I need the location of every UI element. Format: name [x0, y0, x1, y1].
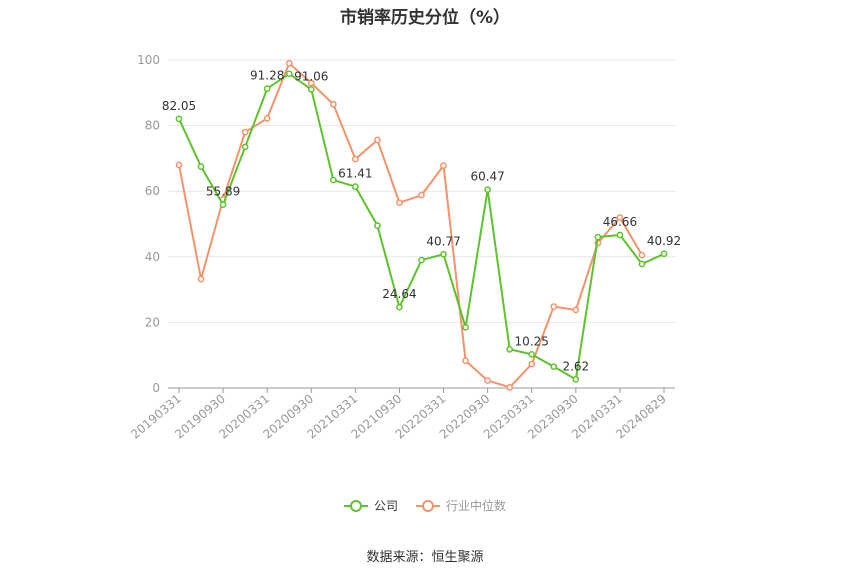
legend-swatch-company — [343, 499, 368, 513]
y-tick-label: 100 — [137, 53, 160, 67]
data-label: 91.28 — [250, 69, 284, 83]
data-point — [616, 231, 624, 239]
data-point — [329, 100, 337, 108]
data-label: 55.89 — [206, 185, 240, 199]
data-point — [528, 360, 536, 368]
data-point — [506, 345, 514, 353]
data-point — [616, 214, 624, 221]
data-point — [572, 306, 580, 314]
data-point — [307, 79, 315, 87]
data-label: 40.77 — [426, 234, 460, 248]
data-point — [396, 303, 403, 311]
line-chart: 0204060801002019033120190930202003312020… — [128, 53, 681, 442]
data-point — [484, 377, 491, 384]
y-tick-label: 80 — [145, 119, 160, 133]
y-tick-label: 20 — [145, 315, 160, 329]
y-tick-label: 60 — [145, 184, 160, 198]
data-point — [418, 256, 425, 264]
data-point — [572, 376, 580, 383]
data-point — [506, 383, 514, 391]
data-label: 60.47 — [470, 170, 504, 184]
data-point — [484, 186, 491, 194]
data-point — [528, 351, 536, 358]
data-point — [374, 222, 381, 229]
series-line — [178, 72, 665, 381]
data-point — [285, 70, 293, 78]
grid-lines — [168, 59, 675, 323]
data-point — [197, 275, 205, 283]
data-point — [329, 176, 337, 184]
legend: 公司 行业中位数 — [0, 497, 850, 514]
chart-title: 市销率历史分位（%） — [339, 8, 511, 28]
data-label: 2.62 — [562, 359, 589, 373]
data-point — [418, 191, 425, 199]
legend-item-company[interactable]: 公司 — [343, 497, 398, 514]
data-point — [550, 363, 558, 371]
source-note: 数据来源：恒生聚源 — [366, 550, 484, 565]
data-label: 82.05 — [162, 99, 196, 113]
data-point — [660, 250, 668, 258]
data-labels: 82.05 55.89 91.28 91.06 61.41 24.64 40.77 60.47… — [162, 69, 681, 374]
data-point — [285, 59, 293, 67]
data-point — [462, 357, 469, 365]
data-point — [462, 323, 469, 331]
data-point — [440, 250, 447, 258]
data-label: 46.66 — [603, 215, 637, 229]
legend-label-company: 公司 — [373, 499, 398, 513]
data-point — [440, 162, 447, 169]
data-point — [197, 163, 205, 170]
data-label: 61.41 — [338, 167, 372, 181]
data-point — [396, 199, 403, 207]
data-label: 10.25 — [515, 334, 549, 348]
y-tick-label: 40 — [145, 250, 160, 264]
data-label: 91.06 — [294, 69, 328, 83]
data-point — [352, 155, 359, 163]
data-point — [638, 251, 646, 259]
data-point — [175, 161, 183, 169]
data-point — [307, 85, 315, 93]
data-point — [352, 183, 359, 190]
data-point — [550, 303, 558, 311]
legend-swatch-industry — [416, 499, 440, 513]
data-point — [594, 233, 602, 241]
data-point — [175, 115, 183, 123]
data-point — [374, 136, 381, 144]
data-point — [263, 115, 271, 122]
series-line — [178, 62, 643, 389]
legend-item-industry[interactable]: 行业中位数 — [416, 497, 506, 514]
data-point — [638, 260, 646, 268]
y-tick-label: 0 — [152, 381, 160, 395]
legend-label-industry: 行业中位数 — [446, 499, 507, 513]
data-point — [263, 85, 271, 92]
data-point — [241, 143, 249, 151]
series-lines — [175, 59, 668, 391]
data-label: 24.64 — [382, 287, 416, 301]
data-label: 40.92 — [647, 234, 681, 248]
data-point — [241, 128, 249, 136]
data-point — [219, 201, 227, 209]
